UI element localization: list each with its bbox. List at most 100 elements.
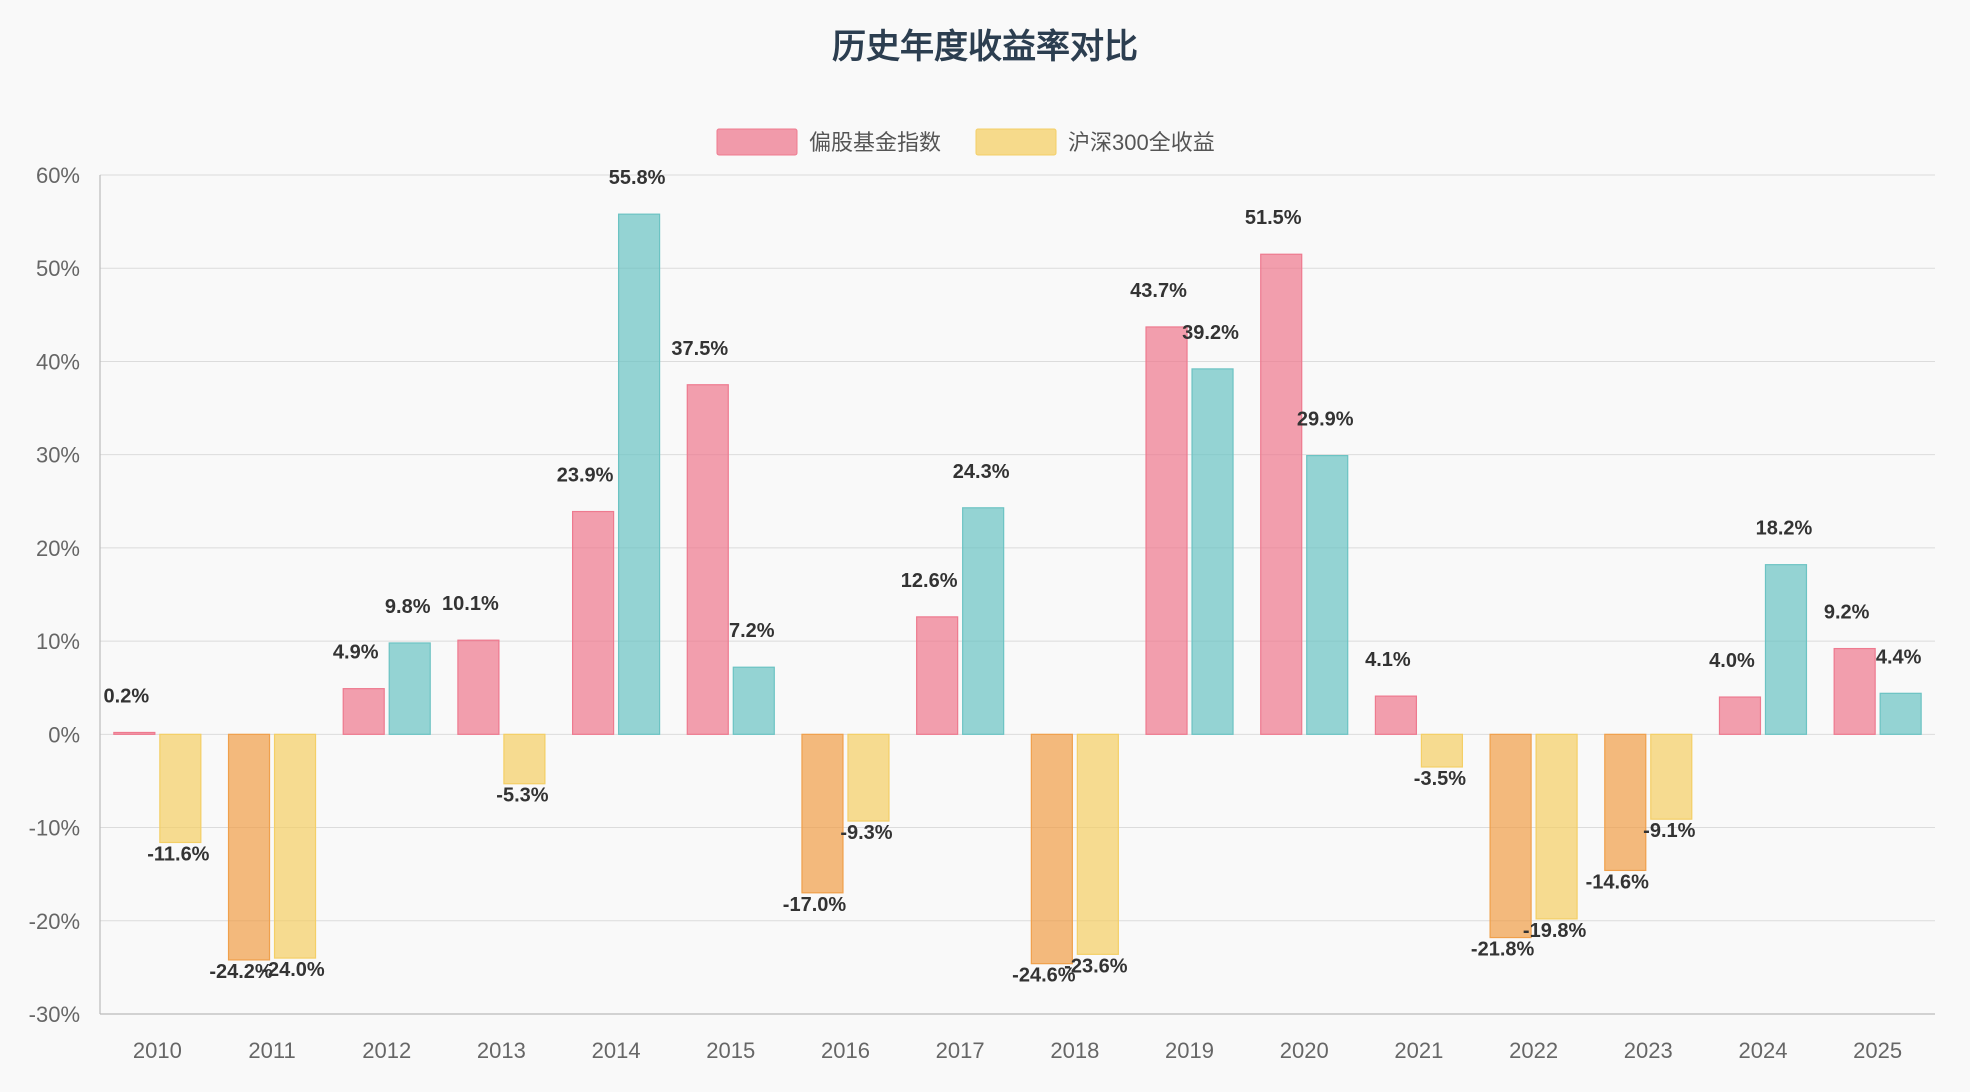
data-label-series-2: 18.2% xyxy=(1756,518,1813,540)
x-tick-label: 2017 xyxy=(936,1038,985,1063)
x-tick-label: 2015 xyxy=(706,1038,755,1063)
bar-series-1[interactable] xyxy=(342,688,385,735)
x-tick-label: 2025 xyxy=(1853,1038,1902,1063)
data-label-series-2: -9.1% xyxy=(1643,820,1695,842)
data-label-series-2: 55.8% xyxy=(609,167,666,189)
bar-series-1[interactable] xyxy=(1489,733,1532,939)
legend-swatch-series-2[interactable] xyxy=(975,128,1057,156)
bar-series-2[interactable] xyxy=(617,213,661,735)
bar-series-2[interactable] xyxy=(503,733,546,785)
gridlines xyxy=(100,174,1935,1015)
chart-title: 历史年度收益率对比 xyxy=(832,28,1138,66)
y-axis-ticks: -30% -20% -10% 0% 10% 20% 30% 40% 50% 60% xyxy=(29,163,80,1027)
bar-series-2[interactable] xyxy=(1535,733,1578,920)
data-label-series-1: 9.2% xyxy=(1824,602,1870,624)
data-label-series-1: -17.0% xyxy=(783,894,847,916)
y-tick-label: 30% xyxy=(36,443,80,468)
x-tick-label: 2022 xyxy=(1509,1038,1558,1063)
x-tick-label: 2014 xyxy=(592,1038,641,1063)
x-tick-label: 2016 xyxy=(821,1038,870,1063)
x-tick-label: 2012 xyxy=(362,1038,411,1063)
data-label-series-2: -9.3% xyxy=(840,822,892,844)
bar-series-2[interactable] xyxy=(159,733,202,844)
x-tick-label: 2011 xyxy=(248,1038,295,1063)
data-label-series-2: 4.4% xyxy=(1876,646,1922,668)
bar-series-1[interactable] xyxy=(457,639,500,735)
bar-series-2[interactable] xyxy=(732,666,775,735)
data-label-series-2: -19.8% xyxy=(1523,920,1587,942)
bar-series-1[interactable] xyxy=(1374,695,1418,735)
bar-series-2[interactable] xyxy=(1650,733,1693,820)
bar-series-2[interactable] xyxy=(388,642,431,735)
data-label-series-1: 10.1% xyxy=(442,593,499,615)
y-tick-label: 60% xyxy=(36,163,80,188)
bar-series-1[interactable] xyxy=(1030,733,1073,965)
bar-series-2[interactable] xyxy=(1076,733,1119,955)
legend[interactable]: 偏股基金指数 沪深300全收益 xyxy=(716,128,1215,156)
x-tick-label: 2021 xyxy=(1394,1038,1443,1063)
x-tick-label: 2023 xyxy=(1624,1038,1673,1063)
bar-series-2[interactable] xyxy=(1420,733,1464,768)
x-tick-label: 2013 xyxy=(477,1038,526,1063)
legend-swatch-series-1[interactable] xyxy=(716,128,798,156)
data-label-series-2: 9.8% xyxy=(385,596,431,618)
data-label-series-2: -24.0% xyxy=(261,959,325,981)
data-label-series-1: 51.5% xyxy=(1245,207,1302,229)
data-label-series-1: -24.6% xyxy=(1012,965,1076,987)
y-tick-label: 0% xyxy=(48,722,80,747)
y-tick-label: -10% xyxy=(29,816,80,841)
data-label-series-1: 4.1% xyxy=(1365,649,1411,671)
legend-label-series-2[interactable]: 沪深300全收益 xyxy=(1068,130,1215,155)
bar-series-1[interactable] xyxy=(686,384,729,735)
bar-series-1[interactable] xyxy=(571,510,615,735)
y-tick-label: 40% xyxy=(36,349,80,374)
y-tick-label: -30% xyxy=(29,1002,80,1027)
data-label-series-1: 4.0% xyxy=(1709,650,1755,672)
bars xyxy=(113,213,1922,965)
bar-series-1[interactable] xyxy=(1604,733,1647,872)
data-label-series-2: -11.6% xyxy=(147,843,209,865)
data-label-series-2: -23.6% xyxy=(1064,955,1128,977)
legend-label-series-1[interactable]: 偏股基金指数 xyxy=(809,130,941,155)
bar-series-1[interactable] xyxy=(1718,696,1762,735)
x-tick-label: 2018 xyxy=(1050,1038,1099,1063)
data-label-series-1: 0.2% xyxy=(104,685,150,707)
bar-series-1[interactable] xyxy=(1833,647,1876,735)
x-tick-label: 2010 xyxy=(133,1038,182,1063)
x-tick-label: 2019 xyxy=(1165,1038,1214,1063)
bar-series-1[interactable] xyxy=(113,731,156,735)
data-label-series-1: -21.8% xyxy=(1471,939,1535,961)
data-label-series-2: -3.5% xyxy=(1414,768,1466,790)
bar-series-2[interactable] xyxy=(1879,692,1922,735)
data-label-series-1: 37.5% xyxy=(671,338,728,360)
bar-series-1[interactable] xyxy=(227,733,271,961)
bar-series-1[interactable] xyxy=(801,733,844,894)
bar-series-2[interactable] xyxy=(1191,368,1234,735)
bar-series-1[interactable] xyxy=(1145,326,1188,735)
data-label-series-2: 24.3% xyxy=(953,461,1010,483)
data-label-series-1: 43.7% xyxy=(1130,280,1187,302)
data-label-series-1: -14.6% xyxy=(1586,871,1650,893)
y-tick-label: -20% xyxy=(29,909,80,934)
data-label-series-1: 4.9% xyxy=(333,642,379,664)
bar-series-1[interactable] xyxy=(916,616,959,735)
bar-series-2[interactable] xyxy=(962,507,1005,735)
bar-series-2[interactable] xyxy=(847,733,890,822)
data-label-series-1: 12.6% xyxy=(901,570,958,592)
data-label-series-1: 23.9% xyxy=(557,465,614,487)
data-label-series-2: 7.2% xyxy=(729,620,775,642)
bar-series-2[interactable] xyxy=(273,733,317,959)
bar-series-1[interactable] xyxy=(1260,253,1303,735)
data-label-series-2: -5.3% xyxy=(496,785,548,807)
data-label-series-2: 39.2% xyxy=(1182,322,1239,344)
y-tick-label: 50% xyxy=(36,256,80,281)
bar-series-2[interactable] xyxy=(1306,454,1349,735)
y-tick-label: 20% xyxy=(36,536,80,561)
x-tick-label: 2024 xyxy=(1738,1038,1787,1063)
x-tick-label: 2020 xyxy=(1280,1038,1329,1063)
data-label-series-2: 29.9% xyxy=(1297,409,1354,431)
y-tick-label: 10% xyxy=(36,629,80,654)
data-label-series-1: -24.2% xyxy=(209,961,273,983)
bar-series-2[interactable] xyxy=(1764,564,1808,735)
